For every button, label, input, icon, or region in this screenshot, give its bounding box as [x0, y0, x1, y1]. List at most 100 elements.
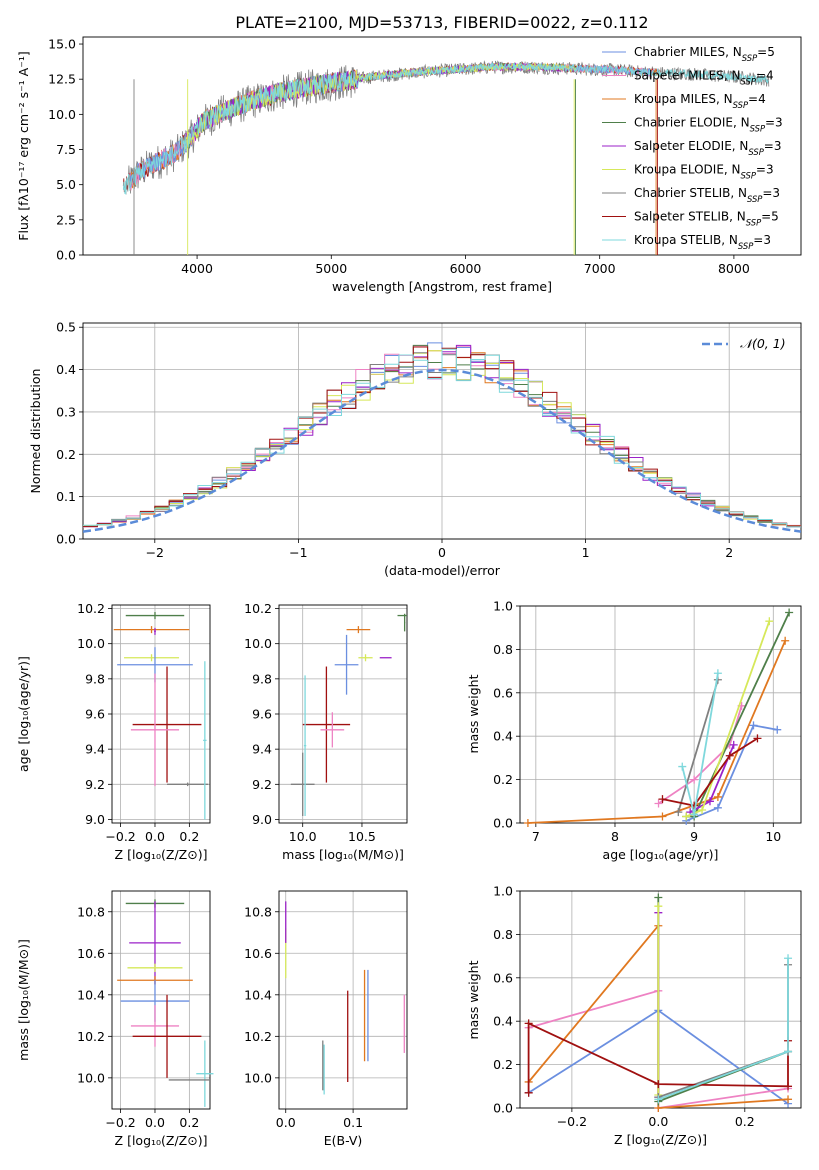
x-tick-label: 5000 [315, 261, 347, 276]
y-axis-label: age [log₁₀(age/yr)] [16, 656, 31, 772]
y-tick-label: 1.0 [493, 884, 513, 899]
data-point [784, 1047, 793, 1056]
x-tick-label: 8000 [718, 261, 750, 276]
legend-label-salpeter_elodie: Salpeter ELODIE, NSSP=3 [634, 139, 782, 157]
x-tick-label: 0.2 [735, 1114, 755, 1129]
data-point [654, 1095, 663, 1104]
y-tick-label: 10.6 [244, 946, 272, 961]
y-tick-label: 0.5 [56, 320, 76, 335]
y-tick-label: 0.3 [56, 404, 76, 419]
axes-frame [111, 890, 211, 1110]
data-point [765, 617, 774, 626]
axes-frame [111, 604, 211, 824]
axes-frame [519, 890, 802, 1109]
y-tick-label: 2.5 [56, 212, 76, 227]
axes-2: −0.2 0.0 0.2 9.0 9.2 9.4 9.6 9.8 10.0 10.2 Z [log₁… [77, 601, 211, 862]
y-tick-label: 5.0 [56, 177, 76, 192]
y-tick-label: 10.2 [244, 601, 272, 616]
axes-frame [82, 36, 802, 256]
data-point [654, 893, 663, 902]
y-tick-label: 0.0 [493, 1101, 513, 1116]
data-point [725, 751, 734, 760]
y-tick-label: 10.8 [77, 904, 105, 919]
data-point [654, 799, 663, 808]
x-tick-label: 10.0 [289, 829, 317, 844]
axes-5: −0.2 0.0 0.2 10.0 10.2 10.4 10.6 10.8 Z [log₁₀(Z… [77, 890, 214, 1148]
series-salpeter_elodie [686, 740, 738, 817]
legend-label-salpeter_miles: Salpeter MILES, NSSP=4 [634, 69, 774, 87]
axes-frame [278, 604, 408, 824]
legend-label-chabrier_miles: Chabrier MILES, NSSP=5 [634, 45, 775, 63]
x-tick-label: 0.0 [145, 1115, 165, 1130]
x-tick-label: 1 [582, 545, 590, 560]
series-chabrier_miles [682, 721, 782, 825]
legend-label-kroupa_elodie: Kroupa ELODIE, NSSP=3 [634, 163, 774, 181]
data-point [654, 902, 663, 911]
errorbar-chabrier_elodie [125, 612, 185, 620]
legend-label-chabrier_stelib: Chabrier STELIB, NSSP=3 [634, 186, 780, 204]
x-axis-label: Z [log₁₀(Z/Z⊙)] [115, 847, 208, 862]
data-point [524, 1019, 533, 1028]
axes-4: 7 8 9 10 0.0 0.2 0.4 0.6 0.8 1.0 age [log₁₀(age/yr… [493, 599, 802, 862]
data-point [753, 734, 762, 743]
data-point [654, 1080, 663, 1089]
y-tick-label: 9.2 [85, 777, 105, 792]
axes-6: 0.0 0.1 10.0 10.2 10.4 10.6 10.8 E(B-V) [244, 890, 408, 1148]
errorbar-chabrier_elodie [403, 613, 406, 632]
data-point [658, 795, 667, 804]
data-point [524, 1088, 533, 1097]
series-line [677, 679, 719, 813]
x-tick-label: 0.0 [276, 1115, 296, 1130]
series-line [685, 724, 778, 822]
y-tick-label: 10.0 [48, 107, 76, 122]
x-tick-label: 2 [725, 545, 733, 560]
legend-label-salpeter_stelib: Salpeter STELIB, NSSP=5 [634, 210, 779, 228]
y-tick-label: 0.6 [493, 970, 513, 985]
y-tick-label: 0.0 [493, 816, 513, 831]
y-tick-label: 0.6 [493, 685, 513, 700]
x-tick-label: 7 [532, 829, 540, 844]
x-tick-label: 0.0 [145, 829, 165, 844]
y-tick-label: 10.4 [244, 987, 272, 1002]
data-point [698, 805, 707, 814]
x-tick-label: 0 [438, 545, 446, 560]
x-axis-label: wavelength [Angstrom, rest frame] [332, 279, 552, 294]
errorbar-salpeter_stelib [132, 994, 202, 1078]
data-point [713, 792, 722, 801]
errorbar-kroupa_elodie [358, 654, 373, 662]
data-point [682, 812, 691, 821]
spectrum-lines [122, 60, 770, 255]
y-tick-label: 0.4 [493, 729, 513, 744]
y-tick-label: 9.8 [85, 671, 105, 686]
series-kroupa_elodie [682, 617, 774, 821]
y-tick-label: 0.0 [56, 532, 76, 547]
series-kroupa_miles [523, 636, 790, 827]
errorbar-kroupa_elodie [124, 654, 180, 662]
y-tick-label: 9.0 [252, 812, 272, 827]
legend-label-chabrier_elodie: Chabrier ELODIE, NSSP=3 [634, 116, 783, 134]
series-line [527, 640, 787, 824]
y-tick-label: 9.0 [85, 812, 105, 827]
errorbar-kroupa_stelib [203, 661, 207, 820]
axes-frame [82, 322, 802, 540]
x-axis-label: E(B-V) [324, 1133, 363, 1148]
legend-label-normal: 𝒩(0, 1) [740, 336, 786, 351]
x-tick-label: −1 [289, 545, 307, 560]
errorbar-chabrier_stelib [167, 782, 209, 787]
x-tick-label: 0.2 [179, 829, 199, 844]
y-tick-label: 10.0 [244, 1070, 272, 1085]
x-axis-label: mass [log₁₀(M/M⊙)] [282, 847, 404, 862]
x-tick-label: 4000 [181, 261, 213, 276]
y-axis-label: mass weight [466, 674, 481, 753]
y-tick-label: 15.0 [48, 37, 76, 52]
x-tick-label: −0.2 [105, 829, 135, 844]
errorbar-salpeter_stelib [302, 666, 351, 783]
y-tick-label: 9.4 [252, 742, 272, 757]
y-tick-label: 0.4 [493, 1014, 513, 1029]
data-point [705, 797, 714, 806]
data-point [773, 725, 782, 734]
x-tick-label: 9 [690, 829, 698, 844]
axes-0: 4000 5000 6000 7000 8000 0.0 2.5 5.0 7.5 10.0 12.5… [48, 36, 802, 294]
x-axis-label: (data-model)/error [384, 563, 501, 578]
axes-frame [519, 605, 802, 824]
